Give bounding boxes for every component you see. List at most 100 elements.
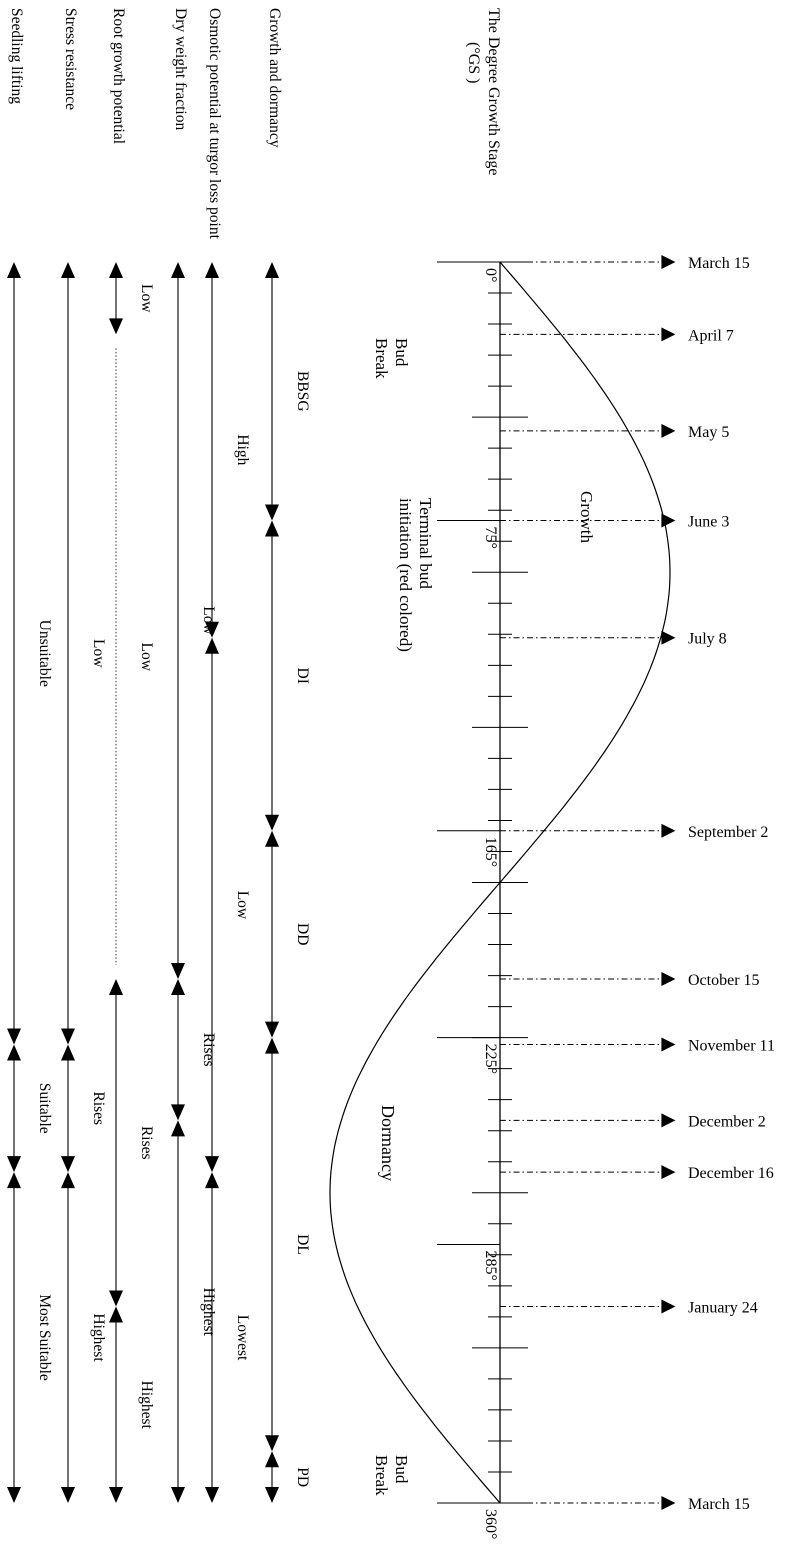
segment-arrowhead-end xyxy=(205,1156,219,1173)
segment-arrowhead-start xyxy=(265,1037,279,1054)
segment-label: Most Suitable xyxy=(36,1294,53,1381)
segment-label: Low xyxy=(90,639,107,668)
segment-arrowhead-start xyxy=(265,262,279,278)
segment-dd: DD xyxy=(265,830,311,1038)
row-label-dry-weight-fraction: Dry weight fraction xyxy=(172,8,189,130)
segment-arrowhead-end xyxy=(205,621,219,638)
row-label-growth-and-dormancy: Growth and dormancy xyxy=(266,8,283,148)
segment-unsuitable: Unsuitable xyxy=(7,262,53,1045)
segment-arrowhead-end xyxy=(265,504,279,521)
curve-annotations: Bud Break Terminal bud initiation (red c… xyxy=(372,338,596,1496)
segment-arrowhead-end xyxy=(171,963,185,980)
segment-label: DI xyxy=(294,667,311,683)
segment-arrowhead-start xyxy=(109,262,123,278)
segment-label: Unsuitable xyxy=(36,620,53,687)
date-label-march-15: March 15 xyxy=(688,1496,750,1513)
row-bars: BBSG DI DD DL PD High Low Lowest Low Rises Highest… xyxy=(7,262,311,1503)
segment-label: Lowest xyxy=(234,1315,251,1361)
segment-label: DL xyxy=(294,1234,311,1255)
segment-dl: DL xyxy=(265,1037,311,1452)
date-label-september-2: September 2 xyxy=(688,824,768,841)
date-label-may-5: May 5 xyxy=(688,424,729,441)
segment-arrowhead-end xyxy=(205,1487,219,1503)
segment-label: Low xyxy=(234,891,251,920)
segment-arrowhead-start xyxy=(109,1306,123,1323)
segment-arrowhead-start xyxy=(171,1120,185,1137)
segment-arrowhead-start xyxy=(265,1451,279,1468)
date-label-november-11: November 11 xyxy=(688,1038,775,1055)
segment-arrowhead-end xyxy=(265,814,279,831)
terminal-bud-line1: Terminal bud xyxy=(416,498,435,589)
segment-highest: Highest xyxy=(109,1306,155,1503)
segment-arrowhead-end xyxy=(265,1435,279,1452)
degree-tick-label: 285° xyxy=(482,1250,499,1280)
segment-arrowhead-start xyxy=(109,979,123,996)
segment-arrowhead-start xyxy=(7,262,21,278)
segment-arrowhead-start xyxy=(265,520,279,537)
segment-di: DI xyxy=(265,520,311,831)
segment-low: Low xyxy=(171,262,217,980)
segment-arrowhead-end xyxy=(109,318,123,335)
segment-arrowhead-end xyxy=(61,1487,75,1503)
segment-arrowhead-start xyxy=(7,1172,21,1189)
degree-axis-title-line1: The Degree Growth Stage xyxy=(485,8,502,176)
date-label-march-15: March 15 xyxy=(688,255,750,272)
degree-axis-title-line2: (°GS ) xyxy=(465,42,482,84)
segment-lowest: Lowest xyxy=(205,1172,251,1503)
segment-label: Highest xyxy=(200,1288,217,1337)
segment-arrowhead-start xyxy=(171,979,185,996)
degree-axis-title: The Degree Growth Stage (°GS ) xyxy=(465,8,502,176)
segment-most-suitable: Most Suitable xyxy=(7,1172,53,1503)
segment-arrowhead-end xyxy=(109,1487,123,1503)
bud-break-bottom-line2: Break xyxy=(372,1455,391,1496)
segment-rises: Rises xyxy=(61,1044,107,1173)
degree-tick-label: 165° xyxy=(482,837,499,867)
date-label-december-16: December 16 xyxy=(688,1165,774,1182)
row-label-root-growth-potential: Root growth potential xyxy=(110,8,127,144)
degree-tick-label: 0° xyxy=(482,268,499,282)
degree-axis-labels: 0° 75° 165° 225° 285° 360° xyxy=(482,268,499,1539)
segment-arrowhead-end xyxy=(265,1021,279,1038)
degree-axis-ticks xyxy=(437,261,528,1504)
segment-label: Rises xyxy=(200,1033,217,1067)
segment-label: PD xyxy=(294,1467,311,1487)
segment-arrowhead-start xyxy=(61,1044,75,1061)
row-label-stress-resistance: Stress resistance xyxy=(62,8,79,110)
date-label-january-24: January 24 xyxy=(688,1300,758,1317)
segment-label: Highest xyxy=(90,1313,107,1362)
segment-label: High xyxy=(234,434,251,465)
segment-arrowhead-start xyxy=(205,262,219,278)
segment-rises: Rises xyxy=(109,979,155,1307)
segment-high: High xyxy=(205,262,251,638)
segment-arrowhead-end xyxy=(265,1487,279,1503)
date-label-july-8: July 8 xyxy=(688,631,727,648)
segment-arrowhead-end xyxy=(7,1028,21,1045)
row-label-seedling-lifting: Seedling lifting xyxy=(8,8,25,104)
segment-label: Highest xyxy=(138,1381,155,1430)
segment-highest: Highest xyxy=(61,1172,107,1503)
row-labels: Growth and dormancy Osmotic potential at … xyxy=(8,8,283,240)
segment-arrowhead-start xyxy=(171,262,185,278)
segment-highest: Highest xyxy=(171,1120,217,1503)
date-arrows: March 15 April 7 May 5 June 3 July 8 Septembe… xyxy=(500,255,775,1513)
segment-arrowhead-start xyxy=(205,637,219,654)
segment-arrowhead-start xyxy=(61,262,75,278)
degree-tick-label: 360° xyxy=(482,1509,499,1539)
segment-arrowhead-start xyxy=(7,1044,21,1061)
bud-break-top-line1: Bud xyxy=(392,338,411,367)
date-label-june-3: June 3 xyxy=(688,514,729,531)
segment-arrowhead-end xyxy=(61,1156,75,1173)
segment-arrowhead-end xyxy=(171,1487,185,1503)
segment-label: Rises xyxy=(138,1126,155,1160)
degree-tick-label: 225° xyxy=(482,1044,499,1074)
row-label-osmotic-potential-at-turgor-loss-point: Osmotic potential at turgor loss point xyxy=(206,8,223,240)
dormancy-label: Dormancy xyxy=(378,1105,398,1181)
segment-low: Low xyxy=(109,262,155,335)
segment-arrowhead-start xyxy=(205,1172,219,1189)
segment-rises: Rises xyxy=(171,979,217,1121)
segment-label: BBSG xyxy=(294,371,311,412)
segment-label: Low xyxy=(200,606,217,635)
segment-low: Low xyxy=(205,637,251,1173)
segment-bbsg: BBSG xyxy=(265,262,311,521)
